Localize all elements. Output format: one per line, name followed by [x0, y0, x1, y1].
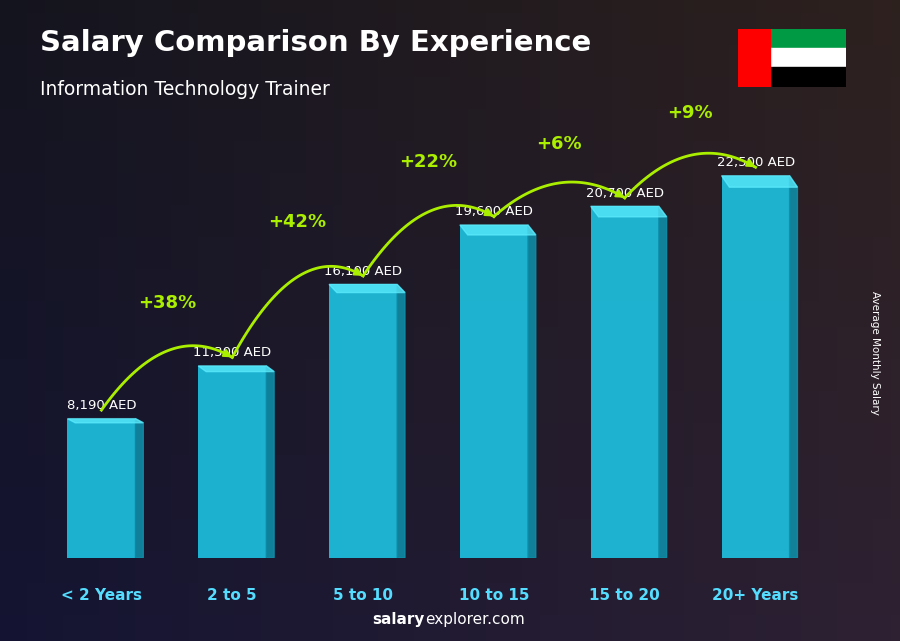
Polygon shape [528, 225, 536, 558]
Polygon shape [789, 176, 797, 558]
Text: 8,190 AED: 8,190 AED [67, 399, 136, 412]
Text: 16,100 AED: 16,100 AED [324, 265, 402, 278]
Polygon shape [135, 419, 143, 558]
Bar [460, 225, 528, 558]
Bar [738, 48, 846, 67]
Text: 5 to 10: 5 to 10 [333, 588, 393, 603]
Text: 2 to 5: 2 to 5 [207, 588, 257, 603]
Polygon shape [397, 285, 405, 558]
Polygon shape [329, 285, 405, 292]
Polygon shape [198, 366, 274, 372]
Text: Information Technology Trainer: Information Technology Trainer [40, 80, 330, 99]
Text: +9%: +9% [667, 104, 713, 122]
Text: +6%: +6% [536, 135, 582, 153]
Text: 11,300 AED: 11,300 AED [194, 346, 271, 359]
Text: 20+ Years: 20+ Years [713, 588, 799, 603]
Text: explorer.com: explorer.com [425, 612, 525, 627]
Bar [722, 176, 789, 558]
Text: Average Monthly Salary: Average Monthly Salary [869, 290, 880, 415]
Bar [68, 419, 135, 558]
Text: 19,600 AED: 19,600 AED [455, 205, 533, 218]
Bar [198, 366, 266, 558]
Polygon shape [659, 206, 667, 558]
Polygon shape [722, 176, 797, 187]
Text: 15 to 20: 15 to 20 [590, 588, 660, 603]
Bar [590, 206, 659, 558]
Text: 10 to 15: 10 to 15 [459, 588, 529, 603]
Text: +38%: +38% [138, 294, 196, 312]
Bar [738, 29, 846, 48]
Text: +42%: +42% [268, 213, 327, 231]
Text: < 2 Years: < 2 Years [61, 588, 142, 603]
Text: 22,500 AED: 22,500 AED [716, 156, 795, 169]
Text: +22%: +22% [400, 153, 457, 172]
Polygon shape [590, 206, 667, 217]
Text: 20,700 AED: 20,700 AED [586, 187, 663, 199]
Bar [738, 29, 770, 87]
Polygon shape [460, 225, 536, 235]
Bar [738, 67, 846, 87]
Text: Salary Comparison By Experience: Salary Comparison By Experience [40, 29, 592, 57]
Polygon shape [68, 419, 143, 423]
Text: salary: salary [373, 612, 425, 627]
Polygon shape [266, 366, 274, 558]
Bar [329, 285, 397, 558]
